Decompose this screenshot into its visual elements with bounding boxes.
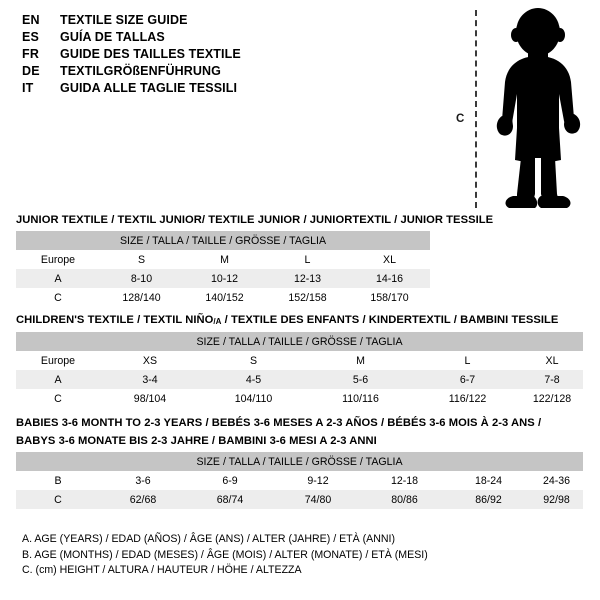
table-row: C 128/140 140/152 152/158 158/170 [16, 288, 430, 307]
table-cell: 5-6 [307, 370, 414, 389]
table-cell: 10-12 [183, 269, 266, 288]
junior-size-table: SIZE / TALLA / TAILLE / GRÖSSE / TAGLIA … [16, 231, 430, 307]
table-cell: 12-13 [266, 269, 349, 288]
children-title-post: / TEXTILE DES ENFANTS / KINDERTEXTIL / B… [221, 314, 559, 326]
row-label: A [16, 370, 100, 389]
language-title-list: EN TEXTILE SIZE GUIDE ES GUÍA DE TALLAS … [22, 12, 422, 97]
table-cell: M [220, 253, 229, 266]
height-measurement-figure: C [445, 6, 595, 211]
row-label: B [54, 474, 62, 487]
table-cell: 74/80 [274, 490, 362, 509]
language-title: TEXTILGRÖßENFÜHRUNG [60, 64, 221, 78]
table-cell: XS [142, 354, 158, 367]
row-label: C [54, 392, 62, 405]
table-cell: 9-12 [307, 474, 329, 487]
table-cell: 3-4 [100, 370, 200, 389]
babies-band-label: SIZE / TALLA / TAILLE / GRÖSSE / TAGLIA [16, 452, 583, 471]
table-row: C 98/104 104/110 110/116 116/122 122/128 [16, 389, 583, 408]
table-cell: 86/92 [447, 490, 530, 509]
table-cell: 140/152 [205, 291, 244, 304]
table-cell: 4-5 [200, 370, 307, 389]
children-size-table: SIZE / TALLA / TAILLE / GRÖSSE / TAGLIA … [16, 332, 583, 408]
table-cell: 6-9 [222, 474, 238, 487]
junior-section-title: JUNIOR TEXTILE / TEXTIL JUNIOR/ TEXTILE … [16, 214, 494, 226]
table-band-row: SIZE / TALLA / TAILLE / GRÖSSE / TAGLIA [16, 231, 430, 250]
row-label: C [16, 490, 100, 509]
table-cell: L [304, 253, 311, 266]
height-label-c: C [456, 113, 465, 125]
language-row: ES GUÍA DE TALLAS [22, 29, 422, 46]
table-cell: 116/122 [448, 392, 487, 405]
table-row: A 3-4 4-5 5-6 6-7 7-8 [16, 370, 583, 389]
table-cell: 98/104 [133, 392, 167, 405]
table-cell: 18-24 [474, 474, 503, 487]
row-label: A [16, 269, 100, 288]
table-cell: 7-8 [521, 370, 583, 389]
table-cell: 80/86 [362, 490, 447, 509]
table-cell: 110/116 [342, 392, 379, 405]
table-row: A 8-10 10-12 12-13 14-16 [16, 269, 430, 288]
table-row: Europe XS S M L XL [16, 351, 583, 370]
table-row: B 3-6 6-9 9-12 12-18 18-24 24-36 [16, 471, 583, 490]
language-row: IT GUIDA ALLE TAGLIE TESSILI [22, 80, 422, 97]
table-row: Europe S M L XL [16, 250, 430, 269]
children-section-title: CHILDREN'S TEXTILE / TEXTIL NIÑO/A / TEX… [16, 313, 583, 329]
table-cell: 12-18 [390, 474, 419, 487]
table-cell: L [464, 354, 471, 367]
table-cell: 122/128 [532, 392, 572, 405]
row-label: Europe [40, 354, 76, 367]
row-label: C [54, 291, 62, 304]
babies-section-title-line2: BABYS 3-6 MONATE BIS 2-3 JAHRE / BAMBINI… [16, 435, 377, 447]
table-band-row: SIZE / TALLA / TAILLE / GRÖSSE / TAGLIA [16, 452, 583, 471]
language-row: DE TEXTILGRÖßENFÜHRUNG [22, 63, 422, 80]
toddler-silhouette-icon [496, 8, 581, 208]
language-code: FR [22, 47, 40, 61]
children-title-pre: CHILDREN'S TEXTILE / TEXTIL NIÑO [16, 314, 214, 326]
children-textile-section: CHILDREN'S TEXTILE / TEXTIL NIÑO/A / TEX… [16, 313, 583, 408]
table-cell: 92/98 [530, 490, 583, 509]
table-row: C 62/68 68/74 74/80 80/86 86/92 92/98 [16, 490, 583, 509]
table-cell: S [249, 354, 258, 367]
height-dashed-line [475, 10, 477, 208]
junior-band-label: SIZE / TALLA / TAILLE / GRÖSSE / TAGLIA [16, 231, 430, 250]
table-cell: 158/170 [370, 291, 409, 304]
table-cell: 8-10 [100, 269, 183, 288]
language-title: GUIDE DES TAILLES TEXTILE [60, 47, 241, 61]
legend-line-a: A. AGE (YEARS) / EDAD (AÑOS) / ÂGE (ANS)… [22, 533, 395, 545]
table-cell: XL [545, 354, 559, 367]
language-title: TEXTILE SIZE GUIDE [60, 13, 188, 27]
table-cell: XL [383, 253, 396, 266]
table-cell: 104/110 [234, 392, 273, 405]
language-row: EN TEXTILE SIZE GUIDE [22, 12, 422, 29]
children-band-label: SIZE / TALLA / TAILLE / GRÖSSE / TAGLIA [16, 332, 583, 351]
babies-size-table: SIZE / TALLA / TAILLE / GRÖSSE / TAGLIA … [16, 452, 583, 509]
table-cell: 128/140 [122, 291, 161, 304]
legend-line-c: C. (cm) HEIGHT / ALTURA / HAUTEUR / HÖHE… [22, 564, 302, 576]
language-code: EN [22, 13, 40, 27]
language-code: DE [22, 64, 40, 78]
children-title-sub: /A [213, 317, 222, 326]
language-row: FR GUIDE DES TAILLES TEXTILE [22, 46, 422, 63]
language-title: GUIDA ALLE TAGLIE TESSILI [60, 81, 238, 95]
babies-textile-section: BABIES 3-6 MONTH TO 2-3 YEARS / BEBÉS 3-… [16, 416, 583, 509]
table-cell: 68/74 [186, 490, 274, 509]
table-cell: S [137, 253, 146, 266]
table-cell: M [356, 354, 365, 367]
junior-textile-section: JUNIOR TEXTILE / TEXTIL JUNIOR/ TEXTILE … [16, 213, 493, 307]
table-cell: 62/68 [100, 490, 186, 509]
table-cell: 24-36 [542, 474, 571, 487]
legend-line-b: B. AGE (MONTHS) / EDAD (MESES) / ÂGE (MO… [22, 548, 428, 561]
table-cell: 14-16 [349, 269, 430, 288]
row-label: Europe [40, 253, 76, 266]
babies-section-title-line1: BABIES 3-6 MONTH TO 2-3 YEARS / BEBÉS 3-… [16, 417, 542, 429]
language-title: GUÍA DE TALLAS [60, 30, 165, 44]
table-cell: 152/158 [288, 291, 327, 304]
language-code: IT [22, 81, 34, 95]
language-code: ES [22, 30, 40, 44]
measurement-legend: A. AGE (YEARS) / EDAD (AÑOS) / ÂGE (ANS)… [22, 532, 582, 579]
table-cell: 6-7 [414, 370, 521, 389]
table-cell: 3-6 [135, 474, 151, 487]
table-band-row: SIZE / TALLA / TAILLE / GRÖSSE / TAGLIA [16, 332, 583, 351]
